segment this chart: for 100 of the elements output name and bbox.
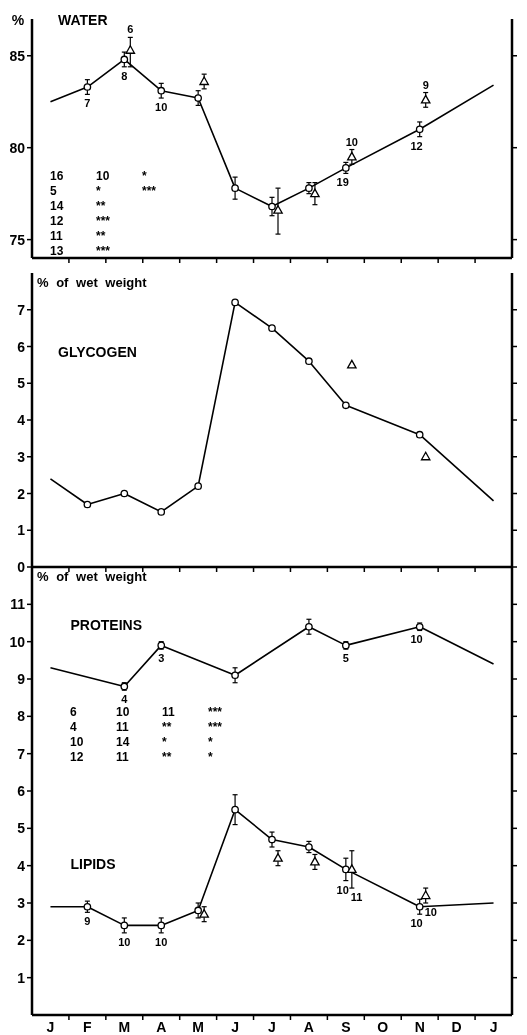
- chart-title: WATER: [58, 12, 108, 28]
- y-tick-label: 85: [9, 47, 26, 64]
- annotation: *: [208, 750, 213, 764]
- point: [415, 902, 424, 911]
- annotation: 12: [70, 750, 84, 764]
- annotation: **: [96, 199, 106, 213]
- x-tick-label: J: [46, 1019, 55, 1035]
- text: GLYCOGEN: [58, 344, 137, 360]
- annotation: *: [162, 735, 167, 749]
- y-tick-label: 10: [9, 633, 26, 650]
- point: [415, 125, 424, 134]
- y-tick-label: 2: [17, 485, 26, 502]
- annotation: 10: [336, 883, 349, 896]
- annotation: **: [162, 720, 172, 734]
- annotation: 12: [410, 139, 423, 152]
- annotation: *: [208, 735, 213, 749]
- point: [120, 55, 129, 64]
- point: [83, 500, 92, 509]
- annotation: ***: [208, 720, 223, 734]
- point: [194, 906, 202, 915]
- y-tick-label: 5: [17, 375, 26, 392]
- y-axis-title: %: [11, 12, 25, 28]
- y-tick-label: 1: [17, 969, 26, 986]
- annotation: ***: [142, 184, 157, 198]
- annotation: **: [162, 750, 172, 764]
- x-tick-label: M: [118, 1019, 131, 1035]
- y-tick-label: 6: [17, 338, 26, 355]
- annotation: 5: [50, 184, 57, 198]
- x-tick-label: J: [231, 1019, 239, 1035]
- point: [268, 202, 276, 211]
- point: [268, 324, 276, 332]
- point: [342, 865, 350, 874]
- annotation: **: [96, 229, 106, 243]
- point: [120, 489, 129, 498]
- y-tick-label: 8: [17, 708, 26, 725]
- point: [231, 298, 239, 307]
- point: [231, 805, 239, 814]
- y-tick-label: 7: [17, 301, 26, 318]
- x-tick-label: S: [341, 1019, 351, 1035]
- point: [231, 671, 239, 680]
- x-tick-label: F: [83, 1019, 93, 1035]
- annotation: ***: [208, 705, 223, 719]
- x-tick-label: M: [192, 1019, 204, 1035]
- annotation: 6: [70, 705, 77, 719]
- annotation: 10: [116, 705, 130, 719]
- point: [83, 83, 92, 91]
- x-tick-label: D: [451, 1019, 462, 1035]
- annotation: 11: [162, 705, 176, 719]
- annotation: 11: [116, 750, 130, 764]
- annotation: 14: [116, 735, 130, 749]
- annotation: 9: [84, 915, 91, 928]
- annotation: 10: [70, 735, 84, 749]
- y-axis-title: % of wet weight: [37, 569, 148, 584]
- annotation: 13: [50, 244, 64, 258]
- point: [157, 921, 166, 930]
- annotation: 11: [116, 720, 130, 734]
- y-tick-label: 2: [17, 932, 26, 949]
- series-label: PROTEINS: [70, 616, 143, 633]
- y-tick-label: 75: [9, 231, 26, 248]
- x-tick-label: A: [156, 1019, 167, 1035]
- annotation: ***: [96, 214, 111, 228]
- point: [305, 357, 313, 366]
- point: [120, 921, 129, 930]
- point: [342, 401, 350, 410]
- annotation: ***: [96, 244, 111, 258]
- y-axis-title: % of wet weight: [37, 275, 148, 290]
- point: [305, 622, 313, 631]
- y-tick-label: 4: [17, 857, 26, 874]
- y-tick-label: 1: [17, 522, 26, 539]
- annotation: 4: [121, 693, 129, 706]
- annotation: 3: [158, 652, 165, 665]
- x-tick-label: A: [303, 1019, 314, 1035]
- annotation: 10: [96, 169, 110, 183]
- point: [194, 482, 202, 490]
- y-tick-label: 7: [17, 745, 26, 762]
- y-tick-label: 9: [17, 671, 26, 687]
- y-tick-label: 6: [17, 783, 26, 799]
- annotation: 6: [127, 23, 134, 36]
- annotation: 7: [84, 97, 91, 110]
- point: [157, 508, 166, 516]
- x-tick-label: J: [268, 1019, 276, 1035]
- annotation: 10: [410, 917, 423, 930]
- point: [194, 94, 202, 102]
- y-tick-label: 3: [17, 895, 26, 911]
- annotation: 9: [422, 78, 429, 91]
- y-tick-label: 0: [17, 559, 26, 575]
- x-tick-label: O: [377, 1019, 389, 1035]
- point: [415, 430, 424, 439]
- point: [157, 86, 166, 95]
- annotation: 10: [424, 906, 437, 918]
- y-tick-label: 11: [10, 596, 26, 613]
- point: [231, 184, 239, 192]
- annotation: 10: [345, 135, 358, 148]
- y-tick-label: 80: [9, 139, 26, 156]
- annotation: 10: [118, 935, 131, 948]
- y-tick-label: 5: [17, 820, 26, 837]
- annotation: 5: [342, 652, 349, 665]
- annotation: 10: [155, 101, 168, 114]
- annotation: 11: [350, 891, 363, 904]
- annotation: 19: [336, 176, 349, 189]
